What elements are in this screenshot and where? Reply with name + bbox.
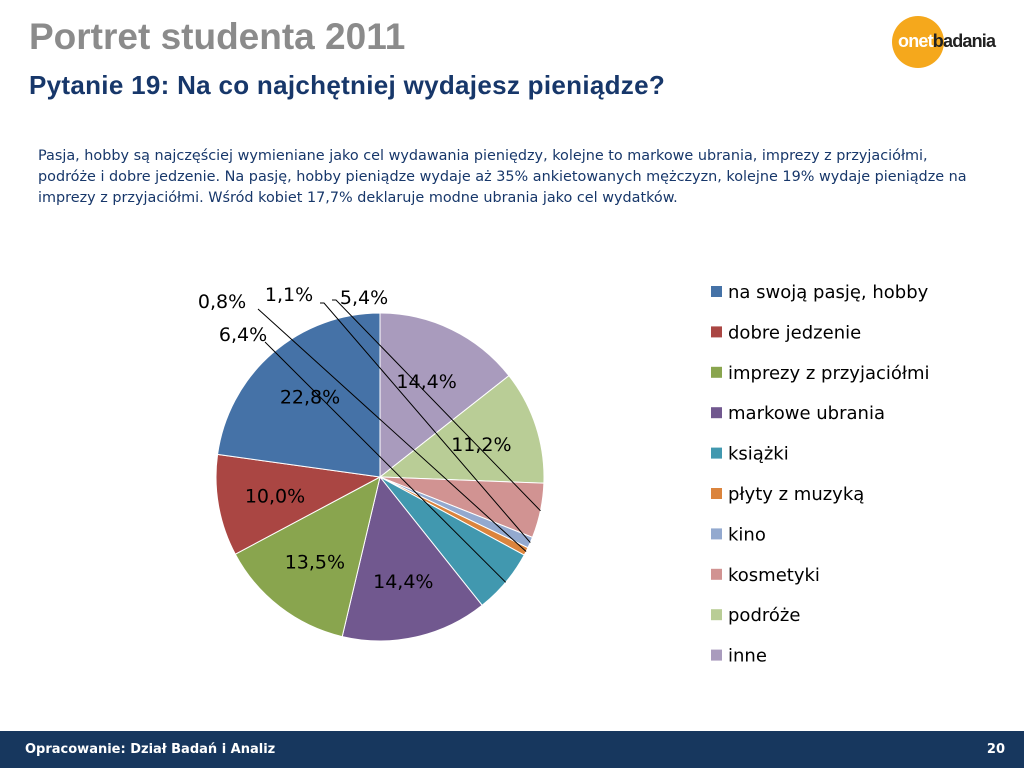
legend-swatch-ksiazki — [711, 447, 722, 459]
description-text: Pasja, hobby są najczęściej wymieniane j… — [38, 148, 967, 206]
logo-text: onetbadania — [898, 31, 996, 52]
legend-label-ksiazki: książki — [728, 444, 789, 465]
legend-label-inne: inne — [728, 646, 767, 667]
data-label-kosmetyki: 5,4% — [340, 287, 388, 309]
slide-subtitle: Pytanie 19: Na co najchętniej wydajesz p… — [29, 70, 666, 100]
pie-slice-imprezy-z-przyjaciolmi — [234, 476, 381, 638]
legend-label-plyty-z-muzyka: płyty z muzyką — [728, 484, 864, 505]
pie-slice-na-swoja-pasje-hobby — [216, 312, 381, 478]
data-label-dobre-jedzenie: 10,0% — [245, 486, 305, 508]
legend-swatch-imprezy-z-przyjaciolmi — [711, 366, 722, 378]
pie-slice-inne — [379, 312, 510, 479]
logo-onet: onet — [898, 31, 934, 51]
logo-circle — [892, 16, 944, 68]
legend-swatch-inne — [711, 649, 722, 661]
logo-badania: badania — [932, 31, 996, 51]
footer-source: Opracowanie: Dział Badań i Analiz — [25, 742, 276, 757]
data-label-imprezy-z-przyjaciolmi: 13,5% — [285, 551, 345, 573]
footer-bar: Opracowanie: Dział Badań i Analiz 20 — [0, 731, 1024, 768]
chart-legend: na swoją pasję, hobby dobre jedzenie impre… — [711, 282, 930, 667]
data-label-ksiazki: 6,4% — [219, 324, 267, 346]
data-label-markowe-ubrania: 14,4% — [373, 571, 433, 593]
legend-label-imprezy-z-przyjaciolmi: imprezy z przyjaciółmi — [728, 363, 930, 384]
legend-label-dobre-jedzenie: dobre jedzenie — [728, 322, 861, 343]
slide-title: Portret studenta 2011 — [29, 16, 406, 57]
legend-swatch-na-swoja-pasje-hobby — [711, 286, 722, 297]
legend-swatch-podroze — [711, 609, 722, 621]
legend-swatch-plyty-z-muzyka — [711, 488, 722, 499]
data-label-inne: 14,4% — [396, 371, 456, 393]
data-label-na-swoja-pasje-hobby: 22,8% — [280, 387, 340, 409]
pie-slice-markowe-ubrania — [341, 475, 483, 642]
legend-swatch-dobre-jedzenie — [711, 326, 722, 338]
pie-chart: 22,8% 10,0% 13,5% 14,4% 6,4% 0,8% 1,1% 5,4% 11,2… — [198, 282, 930, 667]
data-label-kino: 1,1% — [265, 284, 313, 306]
legend-label-na-swoja-pasje-hobby: na swoją pasję, hobby — [728, 282, 929, 303]
legend-swatch-markowe-ubrania — [711, 407, 722, 419]
pie-slice-dobre-jedzenie — [215, 453, 382, 555]
data-label-plyty-z-muzyka: 0,8% — [198, 291, 246, 313]
legend-label-podroze: podróże — [728, 605, 800, 626]
legend-swatch-kino — [711, 528, 722, 540]
legend-label-kino: kino — [728, 524, 766, 545]
page-number: 20 — [986, 742, 1005, 757]
data-label-podroze: 11,2% — [451, 434, 511, 456]
leader-line-kino — [320, 302, 531, 543]
leader-line-kosmetyki — [332, 299, 541, 512]
leader-lines — [257, 299, 541, 583]
legend-label-kosmetyki: kosmetyki — [728, 565, 820, 586]
leader-line-ksiazki — [264, 341, 507, 583]
legend-label-markowe-ubrania: markowe ubrania — [728, 403, 885, 424]
legend-swatch-kosmetyki — [711, 568, 722, 580]
leader-line-plyty-z-muzyka — [257, 308, 527, 552]
data-labels: 22,8% 10,0% 13,5% 14,4% 6,4% 0,8% 1,1% 5,4% 11,2… — [198, 284, 512, 593]
onet-badania-logo: onetbadania — [890, 16, 1016, 70]
